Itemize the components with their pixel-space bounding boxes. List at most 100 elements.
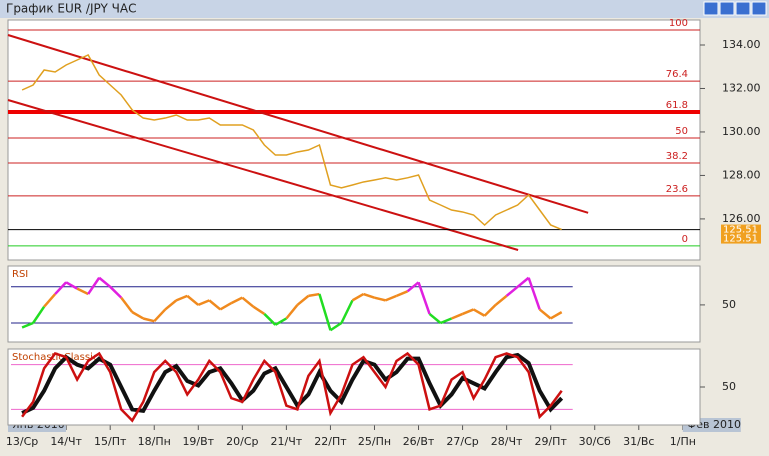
title-bar	[0, 0, 769, 18]
rsi-segment	[274, 317, 288, 326]
rsi-segment	[252, 305, 266, 315]
rsi-segment	[219, 302, 232, 311]
rsi-segment	[186, 294, 200, 306]
y-tick-label: 132.00	[722, 81, 761, 94]
rsi-segment	[340, 299, 354, 324]
panel-title: RSI	[12, 269, 28, 280]
x-tick-label: 25/Пн	[358, 435, 391, 448]
rsi-segment	[131, 311, 144, 320]
rsi-segment	[296, 294, 310, 306]
price-box	[721, 224, 761, 235]
rsi-segment	[230, 296, 243, 305]
maximize-button[interactable]	[735, 1, 751, 16]
rsi-segment	[417, 281, 431, 315]
y-tick-label: 50	[722, 380, 736, 393]
price-line	[21, 54, 562, 231]
panel	[7, 19, 701, 261]
x-tick-label: 28/Чт	[491, 435, 523, 448]
x-tick-label: 21/Чт	[271, 435, 303, 448]
stochastic-line	[21, 352, 564, 415]
channel-line	[7, 34, 589, 214]
rsi-segment	[440, 317, 453, 325]
panel-title: StochasticClassic	[12, 352, 98, 363]
x-tick-label: 22/Пт	[314, 435, 347, 448]
rsi-segment	[241, 296, 255, 308]
price-label: 125.51	[723, 234, 758, 245]
price-label: 125.51	[723, 225, 758, 236]
rsi-segment	[43, 293, 57, 308]
rsi-segment	[318, 293, 332, 331]
rsi-segment	[483, 304, 497, 317]
y-tick-label: 126.00	[722, 212, 761, 225]
rsi-segment	[329, 321, 343, 332]
rsi-segment	[175, 294, 188, 302]
fib-label: 23.6	[666, 184, 688, 195]
rsi-segment	[142, 317, 155, 323]
x-tick-label: 27/Ср	[446, 435, 478, 448]
rsi-segment	[385, 294, 397, 302]
rsi-segment	[263, 313, 277, 326]
x-tick-label: 14/Чт	[50, 435, 82, 448]
rsi-segment	[208, 299, 222, 311]
rsi-segment	[494, 294, 508, 306]
fib-label: 0	[682, 234, 688, 245]
fib-label: 38.2	[666, 151, 688, 162]
panel	[7, 265, 701, 343]
rsi-segment	[120, 296, 134, 313]
rsi-segment	[374, 296, 386, 302]
rsi-segment	[32, 306, 46, 324]
stochastic-line	[21, 351, 563, 423]
price-box	[721, 233, 761, 244]
x-tick-label: 1/Пн	[670, 435, 696, 448]
x-tick-label: 29/Пт	[534, 435, 567, 448]
rsi-segment	[87, 277, 101, 295]
x-tick-label: 26/Вт	[403, 435, 435, 448]
rsi-segment	[197, 299, 210, 307]
rsi-segment	[396, 290, 408, 298]
rsi-segment	[538, 308, 552, 320]
panel	[7, 348, 701, 426]
rsi-segment	[351, 292, 365, 302]
rsi-segment	[164, 299, 178, 311]
y-tick-label: 50	[722, 298, 736, 311]
rsi-segment	[472, 308, 486, 317]
rsi-segment	[65, 281, 78, 290]
rsi-segment	[54, 281, 68, 295]
rsi-segment	[76, 287, 89, 296]
rsi-segment	[285, 304, 299, 320]
rsi-segment	[462, 308, 475, 316]
x-tick-label: 31/Вс	[623, 435, 654, 448]
rsi-segment	[406, 281, 420, 293]
y-tick-label: 130.00	[722, 125, 761, 138]
rsi-segment	[21, 321, 34, 329]
rsi-segment	[505, 285, 519, 297]
close-button[interactable]	[751, 1, 767, 16]
rsi-segment	[308, 292, 320, 298]
x-tick-label: 15/Пт	[94, 435, 127, 448]
x-tick-label: 30/Сб	[579, 435, 611, 448]
fib-label: 61.8	[666, 100, 688, 111]
rsi-segment	[109, 285, 123, 299]
x-tick-label: 13/Ср	[6, 435, 38, 448]
rsi-segment	[428, 312, 442, 324]
fib-label: 100	[669, 18, 688, 29]
rsi-segment	[516, 276, 530, 288]
rsi-segment	[550, 311, 563, 320]
x-tick-label: 18/Пн	[138, 435, 171, 448]
minimize-button[interactable]	[719, 1, 735, 16]
pin-button[interactable]	[703, 1, 719, 16]
rsi-segment	[451, 312, 464, 320]
rsi-segment	[98, 276, 111, 288]
rsi-segment	[153, 308, 167, 323]
channel-line	[7, 99, 519, 251]
fib-label: 50	[675, 126, 688, 137]
x-tick-label: 20/Ср	[226, 435, 258, 448]
fib-label: 76.4	[666, 69, 688, 80]
window-title: График EUR /JPY ЧАС	[6, 2, 136, 16]
rsi-segment	[363, 292, 375, 299]
x-tick-label: 19/Вт	[182, 435, 214, 448]
y-tick-label: 134.00	[722, 38, 761, 51]
y-tick-label: 128.00	[722, 168, 761, 181]
rsi-segment	[527, 277, 541, 310]
